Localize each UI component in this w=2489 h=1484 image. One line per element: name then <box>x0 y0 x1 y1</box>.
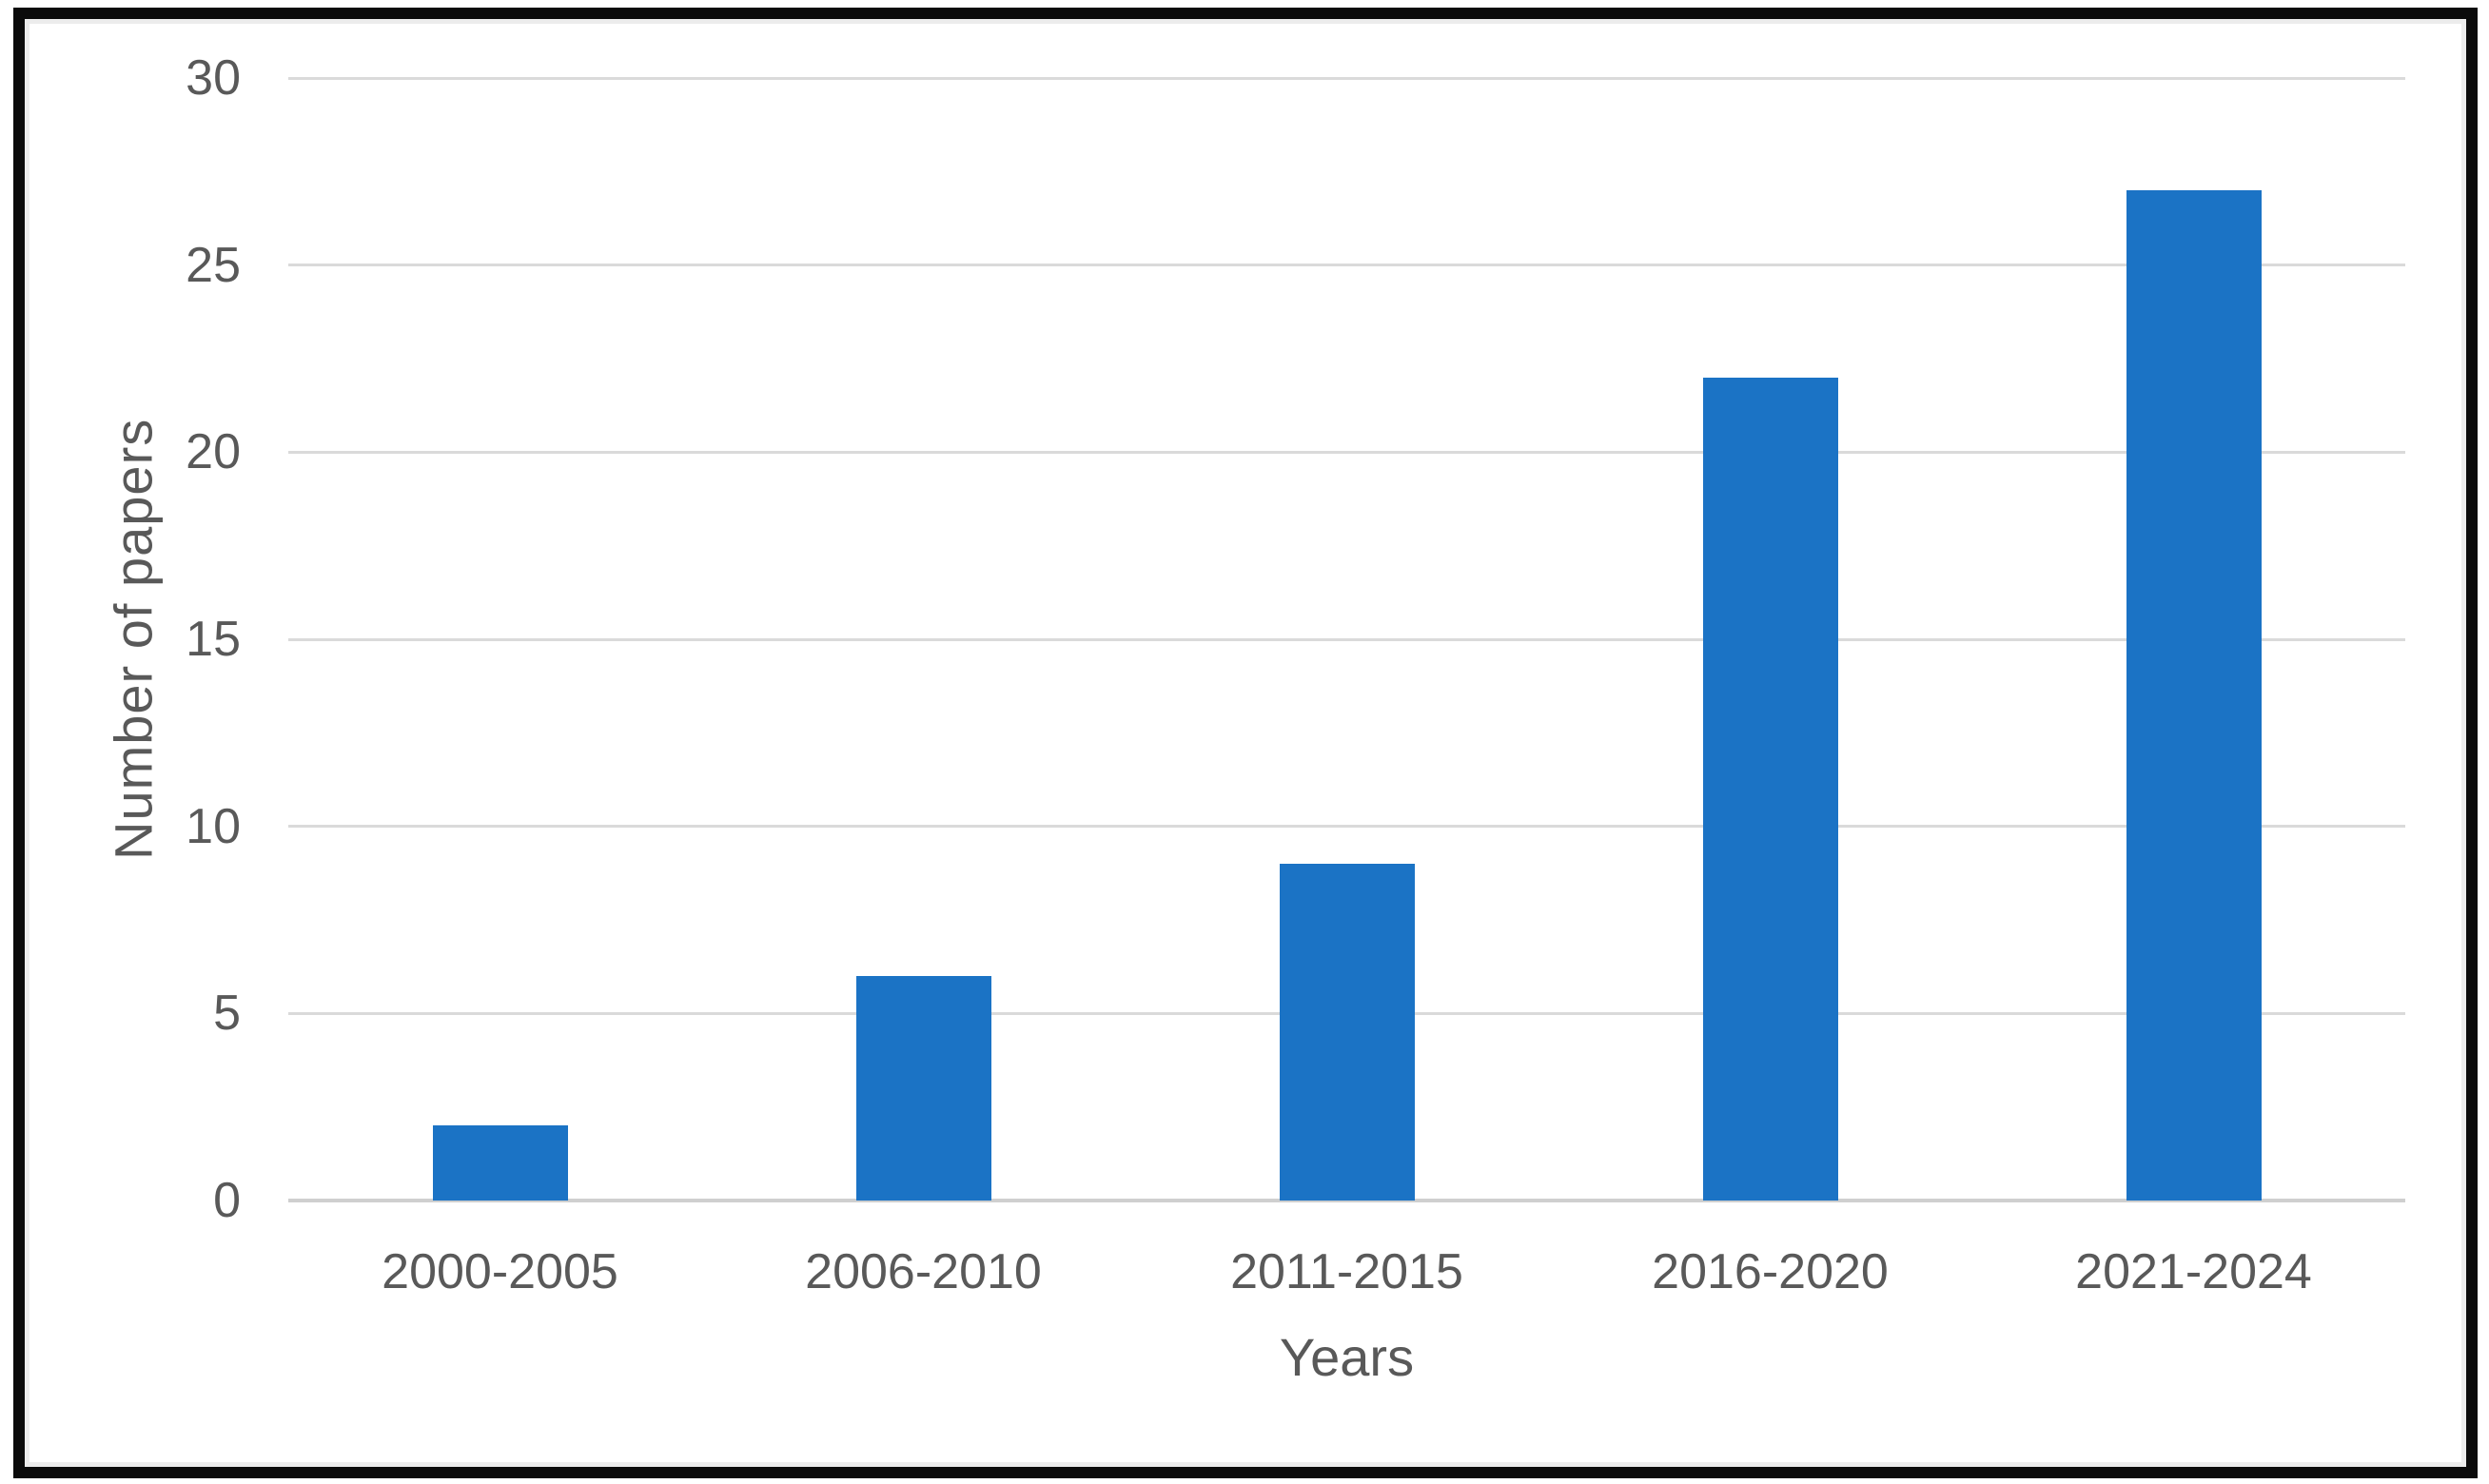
y-tick-label-0: 0 <box>213 1173 241 1228</box>
y-tick-label-5: 5 <box>213 986 241 1042</box>
bar-2021-2024 <box>2126 190 2262 1201</box>
bar-2011-2015 <box>1279 864 1415 1201</box>
x-tick-label-2016-2020: 2016-2020 <box>1652 1244 1889 1299</box>
gridline-25 <box>288 264 2405 267</box>
x-axis-line <box>288 1199 2405 1202</box>
x-tick-label-2000-2005: 2000-2005 <box>382 1244 618 1299</box>
gridline-20 <box>288 450 2405 454</box>
figure-border-frame <box>13 8 2478 1478</box>
gridline-15 <box>288 637 2405 641</box>
plot-area <box>288 76 2405 1202</box>
gridline-30 <box>288 76 2405 80</box>
x-tick-label-2021-2024: 2021-2024 <box>2075 1244 2312 1299</box>
y-tick-label-15: 15 <box>186 612 241 667</box>
y-tick-label-30: 30 <box>186 50 241 106</box>
gridline-10 <box>288 825 2405 829</box>
y-tick-label-25: 25 <box>186 237 241 293</box>
x-axis-title: Years <box>1279 1327 1415 1387</box>
x-tick-label-2006-2010: 2006-2010 <box>805 1244 1042 1299</box>
bar-2016-2020 <box>1702 377 1838 1201</box>
bar-2006-2010 <box>855 976 991 1201</box>
bar-2000-2005 <box>432 1125 568 1201</box>
y-tick-label-10: 10 <box>186 798 241 854</box>
x-tick-label-2011-2015: 2011-2015 <box>1230 1244 1463 1299</box>
y-tick-label-20: 20 <box>186 424 241 480</box>
